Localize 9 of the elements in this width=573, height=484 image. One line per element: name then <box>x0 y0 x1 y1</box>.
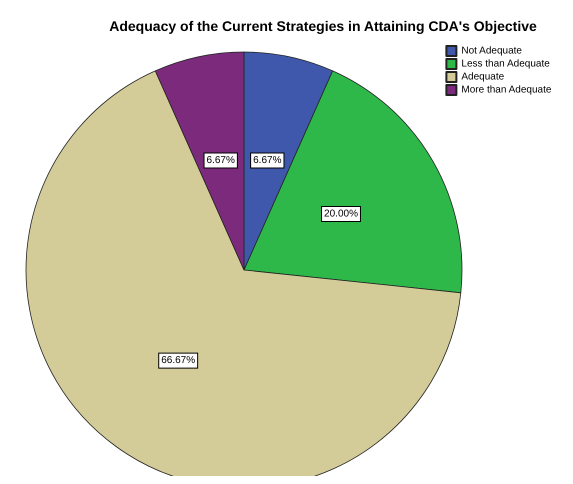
legend-label: Not Adequate <box>461 46 522 56</box>
data-label: 66.67% <box>161 355 196 366</box>
chart-title: Adequacy of the Current Strategies in Attaining CDA's Objective <box>109 18 537 34</box>
legend-label: Adequate <box>461 72 505 82</box>
legend-label: Less than Adequate <box>461 58 550 70</box>
data-label: 6.67% <box>206 154 235 166</box>
legend-label: More than Adequate <box>461 84 552 96</box>
data-label: 6.67% <box>253 154 282 166</box>
data-label: 20.00% <box>324 208 358 220</box>
